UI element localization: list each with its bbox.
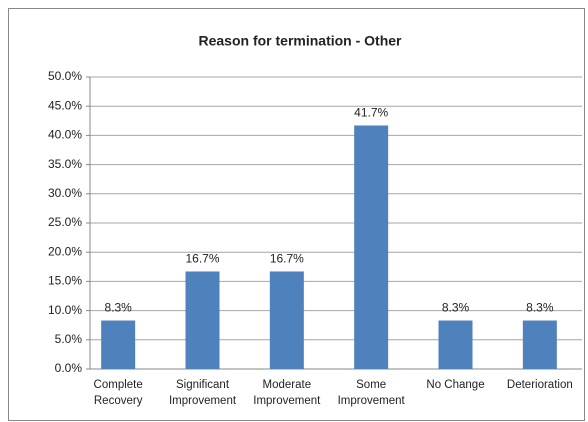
y-tick-label: 0.0% [55,361,83,375]
x-tick-label: Deterioration [507,379,573,391]
y-tick-label: 25.0% [48,215,82,229]
y-tick-label: 5.0% [55,332,83,346]
y-tick-label: 20.0% [48,244,82,258]
x-tick-label: Moderate [263,379,312,391]
x-tick-label: Improvement [253,395,321,407]
y-tick-label: 35.0% [48,157,82,171]
y-tick-label: 30.0% [48,186,82,200]
data-label: 8.3% [442,301,470,315]
y-tick-label: 15.0% [48,274,82,288]
data-label: 16.7% [270,252,304,266]
bar [269,271,304,369]
bar [354,125,389,369]
data-label: 8.3% [526,301,554,315]
bar [101,320,136,369]
x-tick-label: Improvement [169,395,237,407]
y-tick-label: 50.0% [48,69,82,83]
bar [522,320,557,369]
y-tick-label: 45.0% [48,98,82,112]
chart-title: Reason for termination - Other [198,33,402,49]
y-tick-label: 40.0% [48,128,82,142]
x-tick-label: No Change [426,379,484,391]
x-tick-label: Significant [176,379,230,391]
data-label: 41.7% [354,106,388,120]
y-tick-label: 10.0% [48,303,82,317]
x-tick-label: Improvement [338,395,406,407]
x-tick-label: Complete [94,379,143,391]
x-tick-label: Recovery [94,395,143,407]
data-label: 8.3% [104,301,132,315]
x-tick-label: Some [356,379,386,391]
data-label: 16.7% [185,252,219,266]
bar [185,271,220,369]
bar [438,320,473,369]
